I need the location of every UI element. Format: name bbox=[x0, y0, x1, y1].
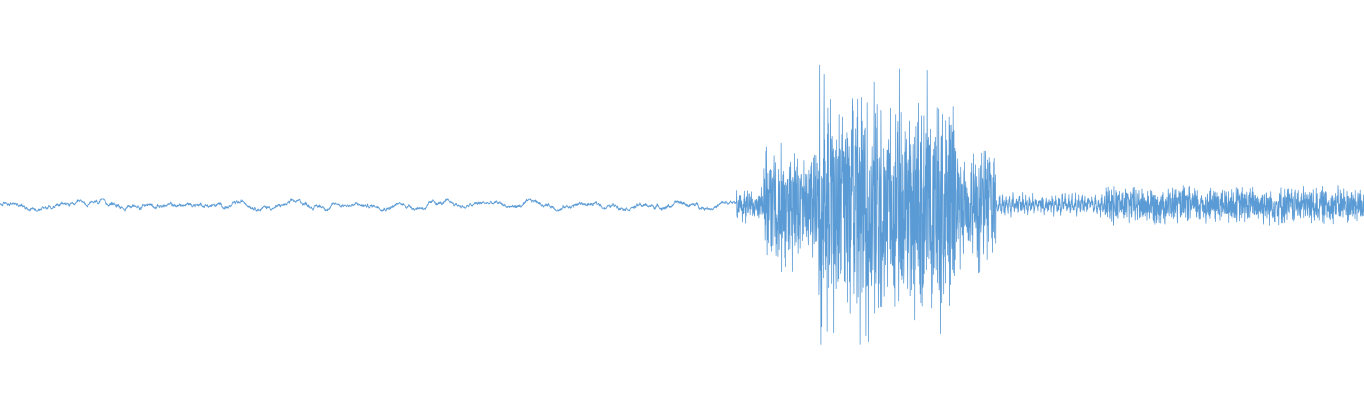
waveform-series-line bbox=[0, 64, 1364, 345]
